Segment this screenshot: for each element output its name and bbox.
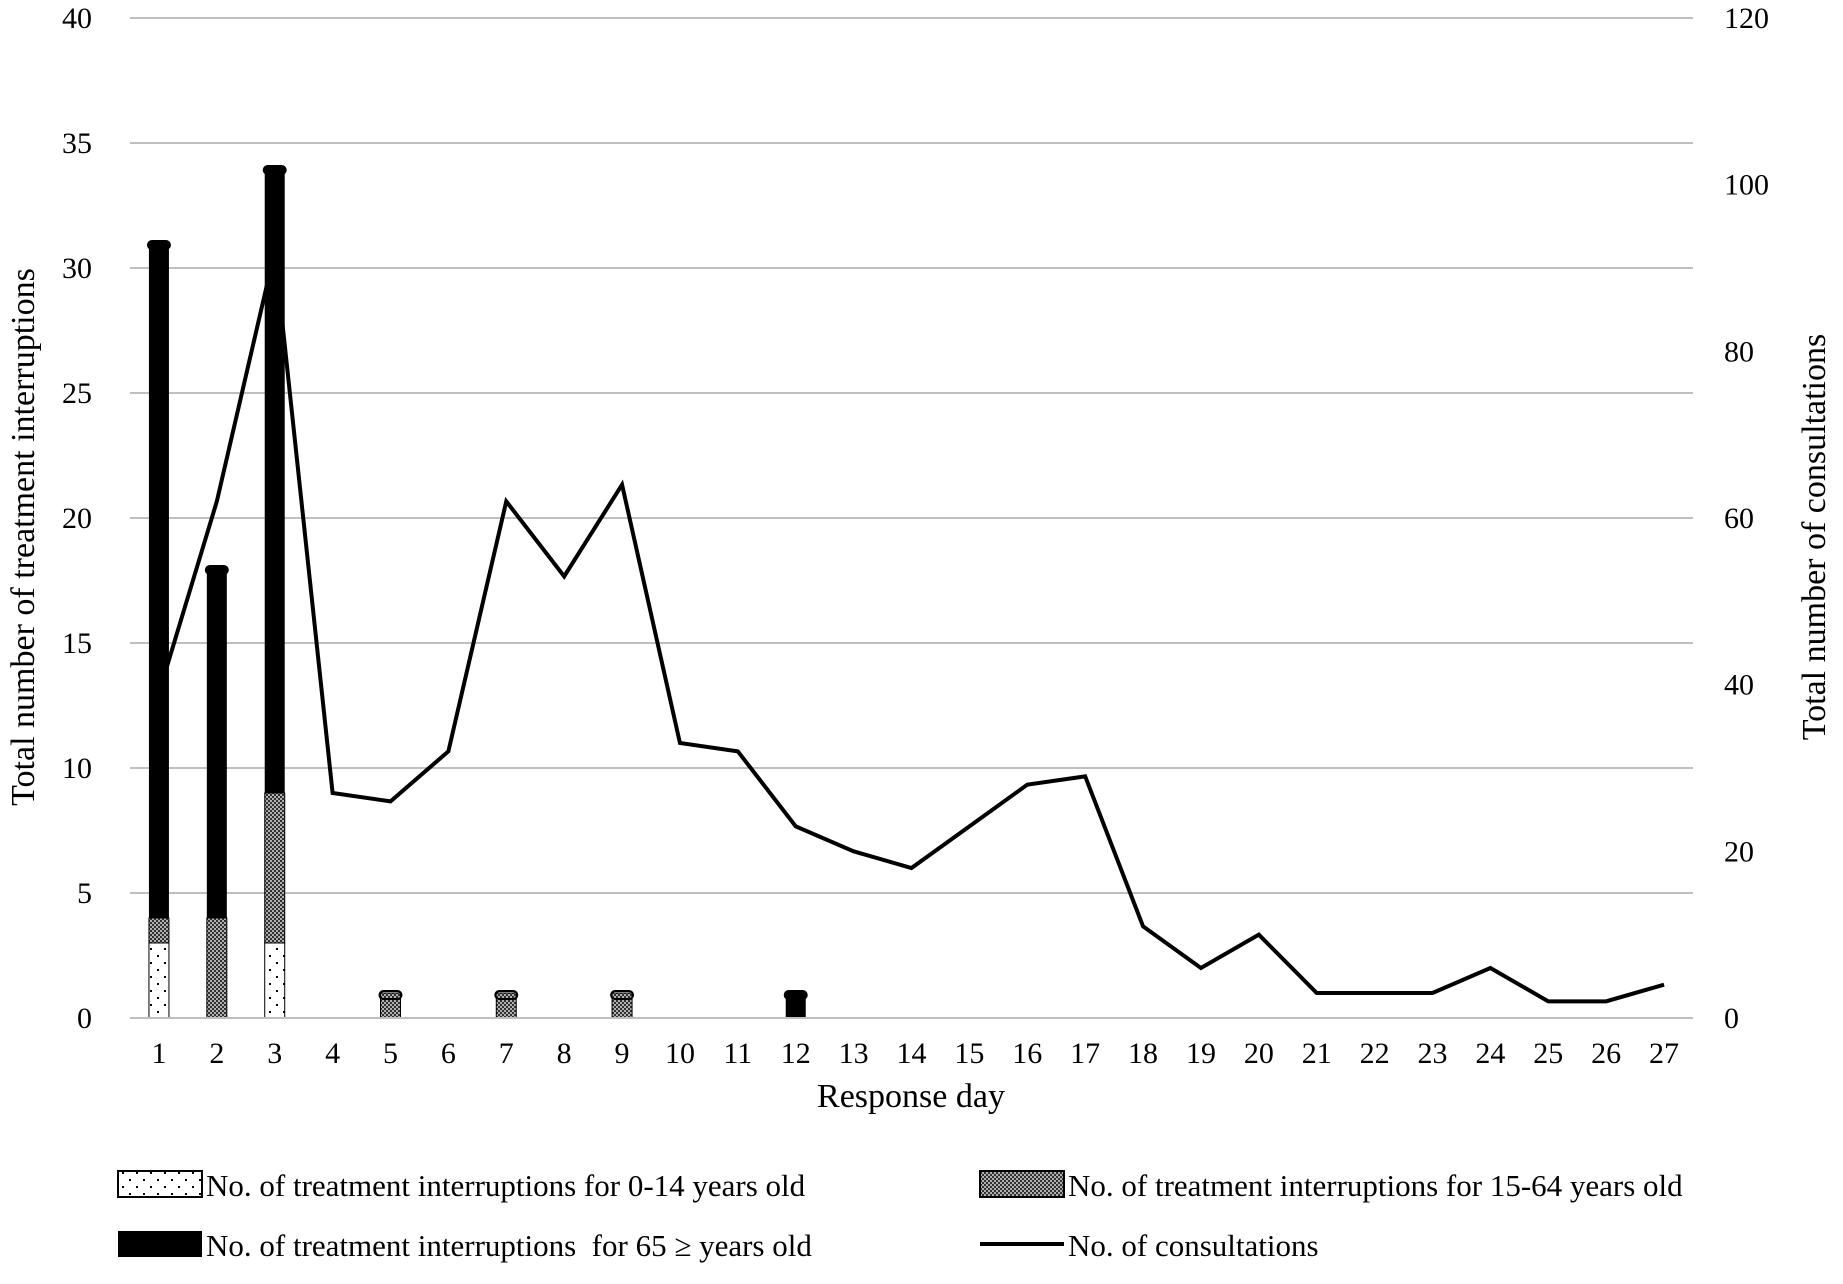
bar-sparse-dots-day-1 bbox=[148, 942, 170, 1019]
y-right-tick-label: 80 bbox=[1724, 335, 1754, 368]
y-left-tick-label: 10 bbox=[62, 752, 92, 785]
y-left-tick-label: 40 bbox=[62, 2, 92, 35]
bar-dense-dots-day-3 bbox=[264, 792, 286, 944]
x-tick-label: 17 bbox=[1070, 1037, 1100, 1070]
bar-solid-black-day-1 bbox=[148, 243, 169, 918]
legend-swatch-15-64 bbox=[979, 1170, 1065, 1198]
legend-swatch-65plus bbox=[118, 1231, 202, 1257]
y-left-tick-label: 5 bbox=[77, 877, 92, 910]
x-tick-label: 23 bbox=[1418, 1037, 1448, 1070]
legend-label-15-64: No. of treatment interruptions for 15-64… bbox=[1068, 1168, 1683, 1203]
x-tick-label: 15 bbox=[954, 1037, 984, 1070]
line-consultations bbox=[157, 250, 1665, 1004]
x-tick-label: 1 bbox=[151, 1037, 166, 1070]
y-right-tick-label: 100 bbox=[1724, 169, 1769, 202]
x-tick-label: 27 bbox=[1649, 1037, 1679, 1070]
x-tick-label: 6 bbox=[441, 1037, 456, 1070]
legend-label-0-14: No. of treatment interruptions for 0-14 … bbox=[206, 1168, 806, 1203]
x-axis-title: Response day bbox=[817, 1078, 1005, 1115]
x-tick-label: 9 bbox=[615, 1037, 630, 1070]
x-tick-label: 13 bbox=[839, 1037, 869, 1070]
bar-cap-day-9 bbox=[610, 990, 635, 1000]
x-tick-label: 16 bbox=[1012, 1037, 1042, 1070]
x-tick-label: 7 bbox=[499, 1037, 514, 1070]
x-tick-label: 2 bbox=[209, 1037, 224, 1070]
y-left-tick-label: 20 bbox=[62, 502, 92, 535]
bar-dense-dots-day-2 bbox=[206, 917, 228, 1019]
bars bbox=[146, 165, 808, 1019]
x-tick-label: 11 bbox=[723, 1037, 752, 1070]
y-axis-left-title: Total number of treatment interruptions bbox=[5, 268, 42, 806]
x-tick-label: 5 bbox=[383, 1037, 398, 1070]
y-left-tick-label: 35 bbox=[62, 127, 92, 160]
legend-label-65plus: No. of treatment interruptions for 65 ≥ … bbox=[206, 1228, 812, 1263]
bar-cap-day-1 bbox=[146, 240, 171, 250]
y-left-tick-label: 25 bbox=[62, 377, 92, 410]
y-right-tick-label: 40 bbox=[1724, 669, 1754, 702]
bar-dense-dots-day-9 bbox=[611, 992, 633, 1019]
bar-cap-day-3 bbox=[262, 165, 287, 175]
bar-dense-dots-day-5 bbox=[380, 992, 401, 1019]
gridlines bbox=[130, 17, 1693, 894]
bar-cap-day-5 bbox=[378, 990, 403, 1000]
bar-dense-dots-day-1 bbox=[148, 917, 170, 944]
bar-sparse-dots-day-3 bbox=[264, 942, 286, 1019]
x-tick-label: 8 bbox=[557, 1037, 572, 1070]
bar-solid-black-day-2 bbox=[206, 568, 227, 918]
legend-swatch-0-14 bbox=[117, 1170, 203, 1198]
bar-cap-day-12 bbox=[783, 990, 808, 1000]
x-tick-label: 19 bbox=[1186, 1037, 1216, 1070]
legend: No. of treatment interruptions for 0-14 … bbox=[117, 1168, 1683, 1263]
y-right-tick-label: 20 bbox=[1724, 835, 1754, 868]
y-right-tick-label: 0 bbox=[1724, 1002, 1739, 1035]
x-tick-label: 4 bbox=[325, 1037, 340, 1070]
y-left-tick-label: 30 bbox=[62, 252, 92, 285]
y-axis-right-title: Total number of consultations bbox=[1796, 334, 1833, 741]
y-right-tick-label: 120 bbox=[1724, 2, 1769, 35]
x-tick-label: 25 bbox=[1533, 1037, 1563, 1070]
x-tick-label: 14 bbox=[897, 1037, 927, 1070]
consultations-line bbox=[157, 250, 1665, 1004]
x-tick-label: 12 bbox=[781, 1037, 811, 1070]
x-tick-label: 3 bbox=[267, 1037, 282, 1070]
x-tick-label: 21 bbox=[1302, 1037, 1332, 1070]
x-tick-label: 18 bbox=[1128, 1037, 1158, 1070]
bar-solid-black-day-3 bbox=[264, 168, 285, 793]
y-left-tick-label: 0 bbox=[77, 1002, 92, 1035]
legend-label-consultations: No. of consultations bbox=[1068, 1228, 1319, 1263]
bar-cap-day-7 bbox=[494, 990, 519, 1000]
bar-cap-day-2 bbox=[204, 565, 229, 575]
y-right-tick-label: 60 bbox=[1724, 502, 1754, 535]
x-tick-label: 10 bbox=[665, 1037, 695, 1070]
x-tick-label: 22 bbox=[1360, 1037, 1390, 1070]
bar-dense-dots-day-7 bbox=[495, 992, 517, 1019]
y-left-tick-label: 15 bbox=[62, 627, 92, 660]
x-tick-label: 20 bbox=[1244, 1037, 1274, 1070]
x-tick-label: 24 bbox=[1475, 1037, 1505, 1070]
x-tick-label: 26 bbox=[1591, 1037, 1621, 1070]
